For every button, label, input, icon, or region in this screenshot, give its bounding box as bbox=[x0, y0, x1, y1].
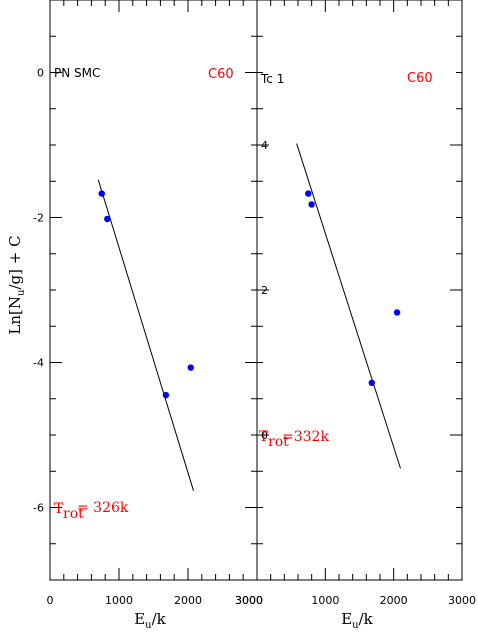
y-tick-label: -6 bbox=[33, 502, 44, 515]
x-tick-label: 3000 bbox=[235, 594, 263, 607]
data-point bbox=[308, 201, 315, 208]
left-panel-trot-value: = 326k bbox=[77, 500, 129, 516]
right-panel-ticks bbox=[256, 0, 463, 581]
data-point bbox=[98, 190, 105, 197]
right-panel-label: Tc 1 bbox=[260, 72, 284, 86]
right-panel-frame bbox=[256, 0, 463, 581]
y-axis-label: Ln[Nu/g] + C bbox=[6, 235, 27, 334]
data-point bbox=[187, 364, 194, 371]
right-panel-tick-labels: 3000 1000 2000 3000 0 2 4 bbox=[235, 139, 476, 607]
left-panel-molecule-label: C60 bbox=[208, 67, 234, 82]
left-panel-label: PN SMC bbox=[54, 66, 100, 80]
svg-text:Eu/k: Eu/k bbox=[134, 610, 166, 631]
left-panel-trot-annotation: T rot = 326k bbox=[54, 500, 129, 522]
x-tick-label: 1000 bbox=[311, 594, 339, 607]
x-tick-label: 1000 bbox=[105, 594, 133, 607]
left-panel-frame bbox=[49, 0, 258, 581]
y-tick-label: 0 bbox=[37, 67, 44, 80]
right-panel-trot-value: =332k bbox=[282, 429, 329, 445]
data-point bbox=[162, 391, 170, 399]
y-tick-label: 2 bbox=[261, 284, 268, 297]
x-tick-label: 3000 bbox=[235, 594, 263, 607]
svg-text:Eu/k: Eu/k bbox=[341, 610, 373, 631]
data-point bbox=[104, 215, 111, 223]
y-tick-label: 0 bbox=[261, 429, 268, 442]
x-tick-label: 0 bbox=[47, 594, 54, 607]
x-tick-label: 3000 bbox=[448, 594, 476, 607]
data-point bbox=[393, 309, 401, 316]
svg-text:T: T bbox=[259, 429, 269, 445]
left-panel-tick-labels: 0 1000 2000 3000 -6 -4 -2 0 bbox=[33, 67, 263, 608]
right-panel-molecule-label: C60 bbox=[407, 71, 433, 86]
left-panel-ticks bbox=[49, 0, 258, 581]
svg-text:rot: rot bbox=[63, 506, 84, 522]
right-panel-trot-annotation: T rot =332k bbox=[259, 429, 329, 450]
right-panel-points bbox=[305, 190, 401, 386]
data-point bbox=[305, 190, 312, 197]
x-tick-label: 2000 bbox=[380, 594, 408, 607]
x-tick-label: 2000 bbox=[174, 594, 202, 607]
svg-text:T: T bbox=[54, 501, 64, 517]
right-panel-fit-line bbox=[296, 143, 401, 469]
svg-text:rot: rot bbox=[268, 434, 289, 450]
y-tick-label: 4 bbox=[261, 139, 268, 152]
y-tick-label: -2 bbox=[33, 212, 44, 225]
data-point bbox=[368, 379, 375, 386]
left-panel-points bbox=[98, 190, 194, 399]
right-panel-x-axis-label: Eu/k bbox=[341, 610, 373, 631]
y-tick-label: -4 bbox=[33, 357, 44, 370]
svg-text:Ln[Nu/g] + C: Ln[Nu/g] + C bbox=[6, 235, 27, 334]
left-panel-x-axis-label: Eu/k bbox=[134, 610, 166, 631]
left-panel-fit-line bbox=[97, 179, 194, 491]
